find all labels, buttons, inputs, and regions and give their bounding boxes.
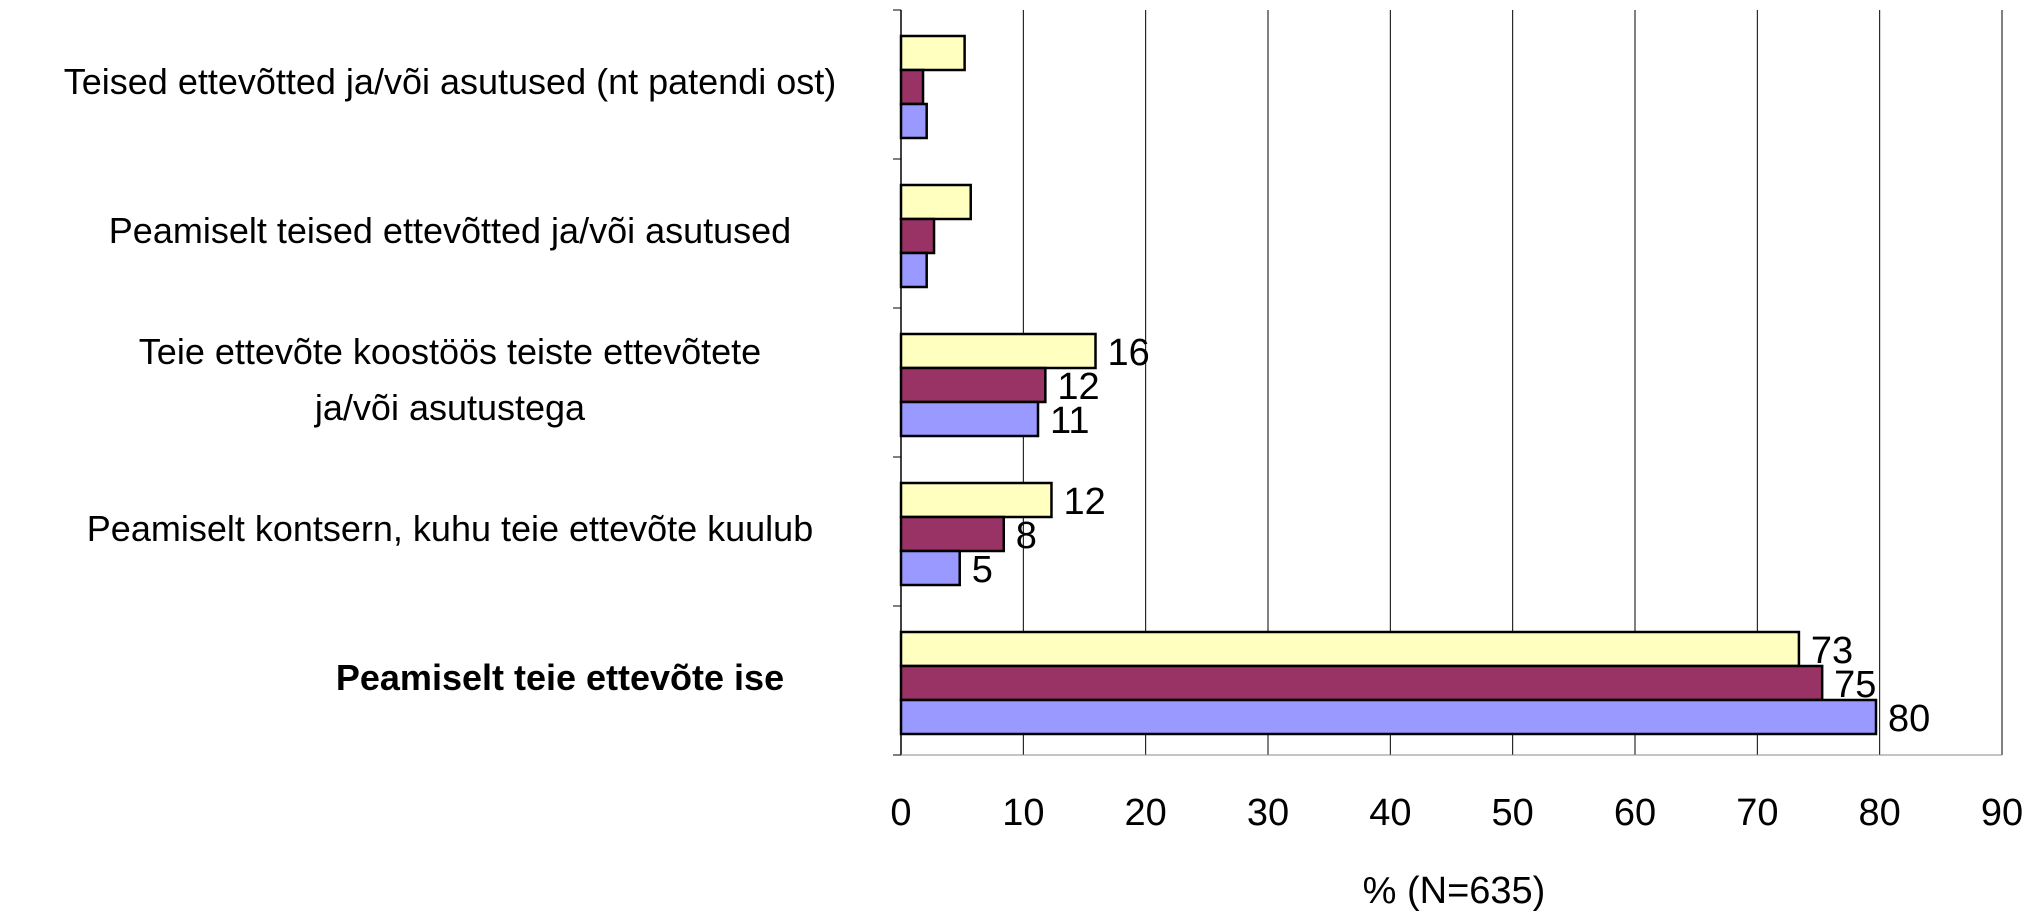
bar (899, 630, 1801, 668)
bar (899, 251, 928, 289)
x-tick-label: 60 (1614, 792, 1656, 834)
data-label: 8 (1016, 515, 1037, 557)
bar (899, 332, 1097, 370)
data-label: 80 (1888, 698, 1930, 740)
x-tick-label: 50 (1492, 792, 1534, 834)
bar (899, 698, 1878, 736)
y-tick-label: Teised ettevõtted ja/või asutused (nt pa… (64, 61, 836, 102)
y-tick-label: Teie ettevõte koostöös teiste ettevõtete (139, 331, 761, 372)
x-tick-label: 70 (1736, 792, 1778, 834)
y-tick-label: Peamiselt kontsern, kuhu teie ettevõte k… (87, 508, 813, 549)
bar (899, 366, 1047, 404)
x-tick-label: 40 (1369, 792, 1411, 834)
y-tick-label: Peamiselt teie ettevõte ise (336, 657, 784, 698)
bar (899, 515, 1006, 553)
bar (899, 549, 961, 587)
data-label: 12 (1057, 366, 1099, 408)
x-tick-label: 0 (890, 792, 911, 834)
bar (899, 400, 1040, 438)
x-tick-label: 30 (1247, 792, 1289, 834)
bar (899, 481, 1053, 519)
data-label: 11 (1050, 400, 1089, 442)
bar (899, 102, 928, 140)
y-tick-label: Peamiselt teised ettevõtted ja/või asutu… (109, 210, 791, 251)
bar (899, 664, 1824, 702)
bar (899, 68, 925, 106)
bar (899, 183, 972, 221)
data-label: 12 (1063, 481, 1105, 523)
x-tick-label: 80 (1859, 792, 1901, 834)
x-tick-label: 20 (1125, 792, 1167, 834)
x-tick-label: 90 (1981, 792, 2023, 834)
data-label: 5 (972, 549, 993, 591)
bar (899, 217, 936, 255)
data-label: 16 (1108, 332, 1150, 374)
x-tick-label: 10 (1002, 792, 1044, 834)
bar (899, 34, 966, 72)
y-tick-label: ja/või asutustega (314, 387, 586, 428)
x-axis-title: % (N=635) (1363, 870, 1546, 911)
